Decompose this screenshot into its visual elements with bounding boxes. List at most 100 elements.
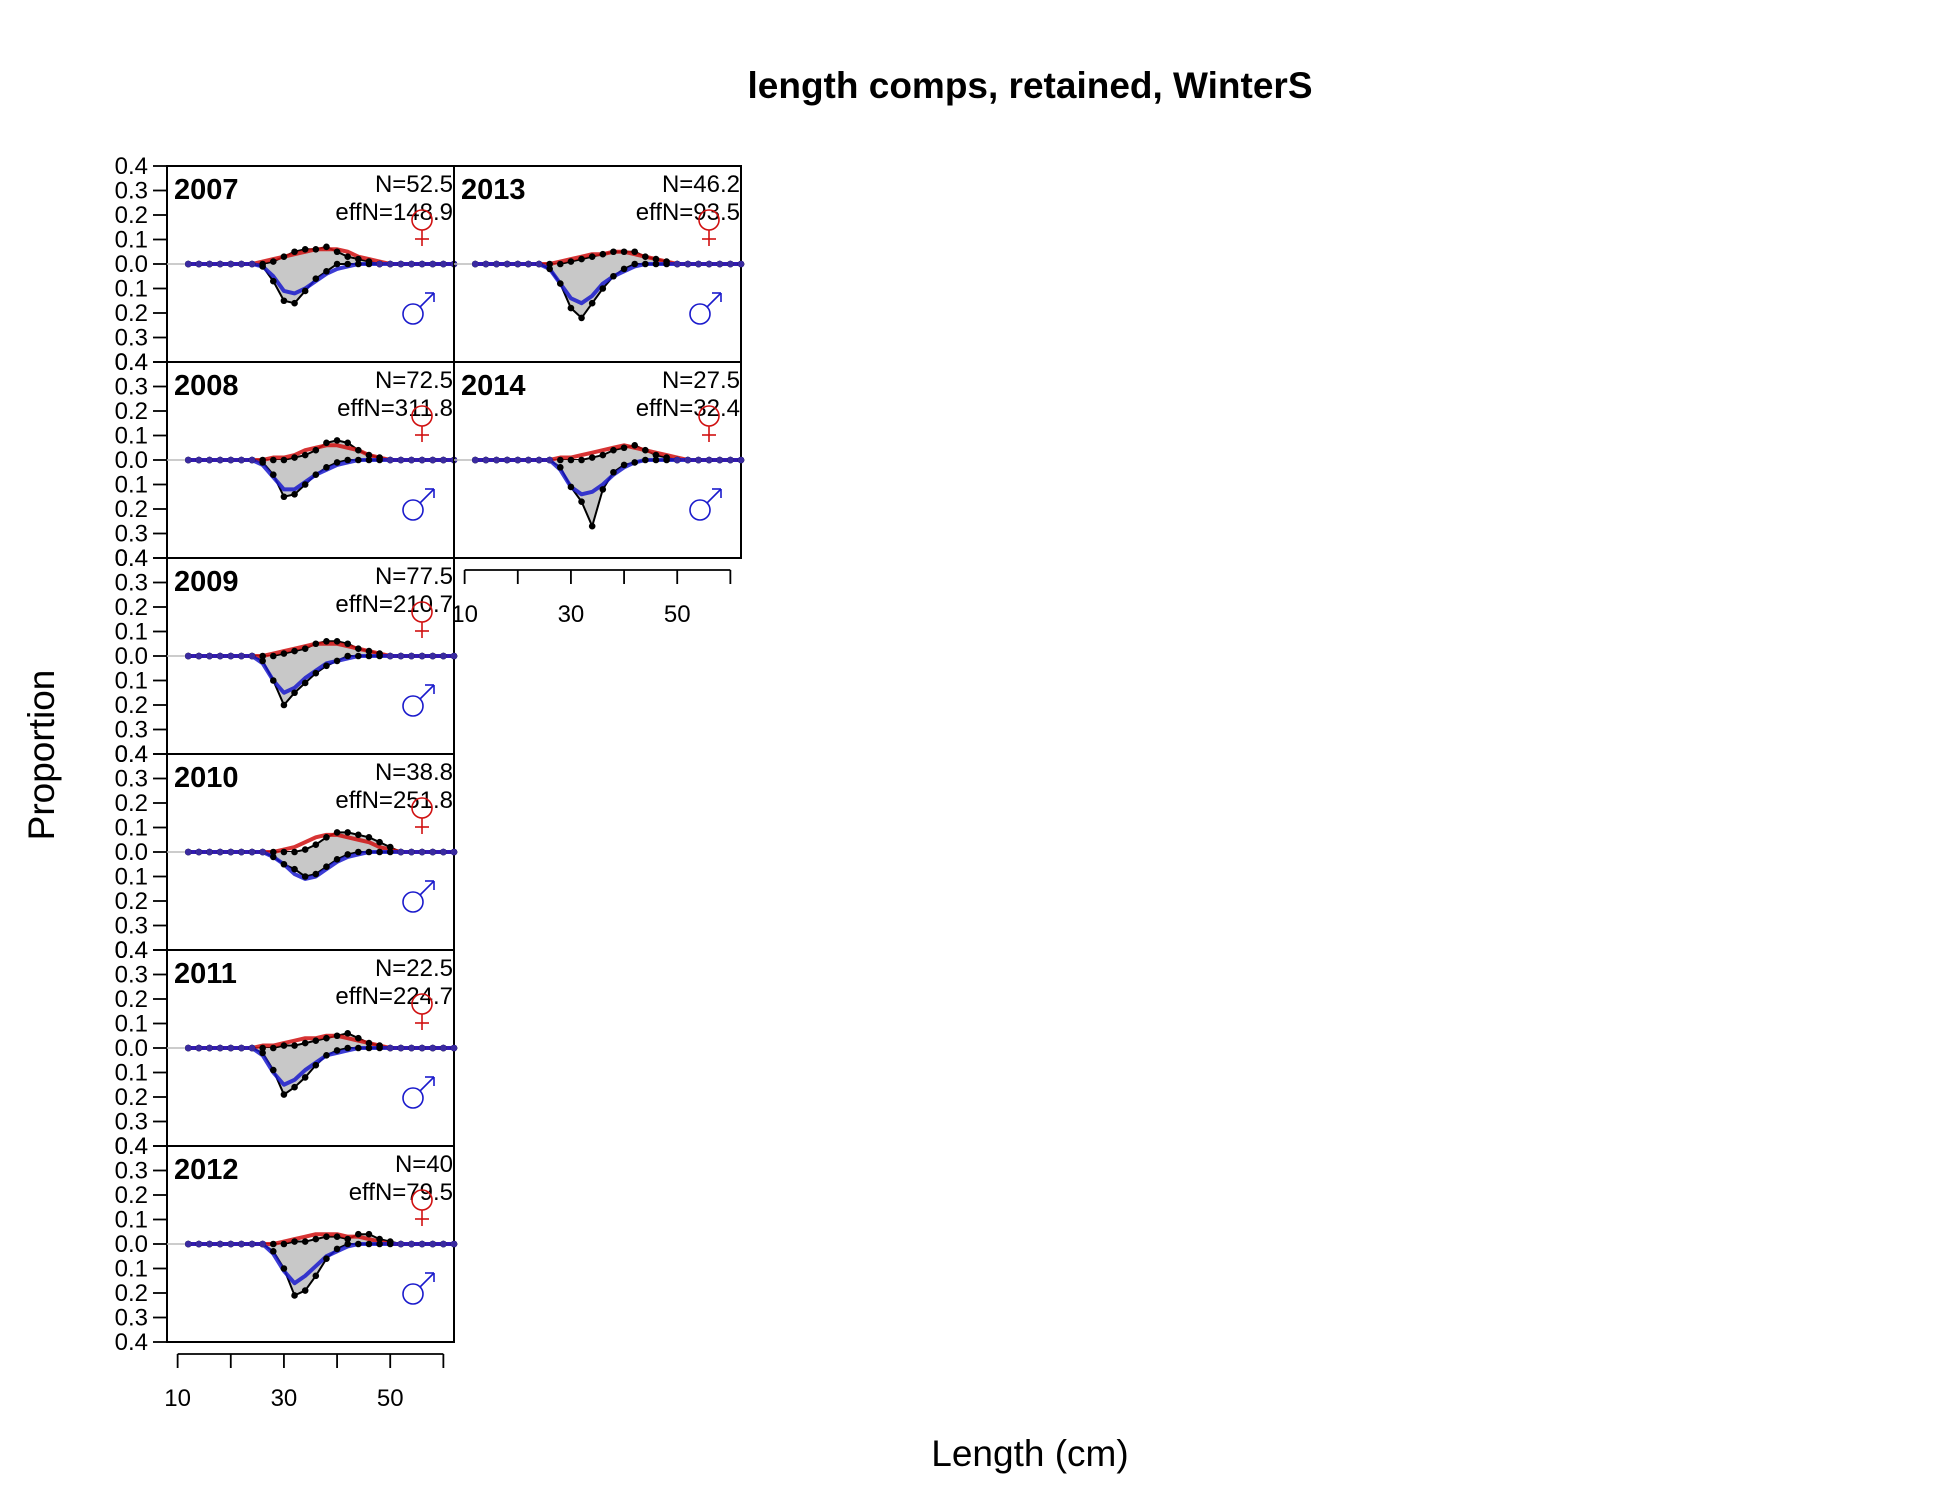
female_obs-point bbox=[269, 1240, 277, 1248]
panel-year-label: 2010 bbox=[174, 762, 239, 794]
female_obs-point bbox=[291, 454, 298, 461]
y-tick-label: 0.1 bbox=[115, 227, 148, 254]
zero-point bbox=[727, 260, 734, 268]
female_obs-point bbox=[355, 1230, 362, 1238]
male_obs-point bbox=[376, 1240, 383, 1248]
zero-point bbox=[440, 456, 447, 464]
female_obs-area bbox=[188, 246, 454, 264]
female_obs-point bbox=[269, 258, 277, 265]
y-tick-label: 0.1 bbox=[115, 815, 148, 842]
y-tick-label: 0.4 bbox=[115, 545, 148, 572]
zero-point bbox=[195, 1044, 203, 1052]
male-symbol-icon bbox=[402, 1283, 424, 1305]
female_obs-point bbox=[333, 437, 341, 444]
zero-point bbox=[514, 456, 522, 464]
male_obs-point bbox=[355, 1240, 362, 1248]
y-tick-label: 0.0 bbox=[115, 1231, 148, 1258]
female_obs-point bbox=[588, 253, 596, 260]
panel-year-label: 2007 bbox=[174, 174, 239, 206]
panel-effn-label: effN=148.9 bbox=[335, 199, 453, 226]
y-tick-label: 0.3 bbox=[115, 962, 148, 989]
zero-point bbox=[386, 1044, 394, 1052]
female_obs-point bbox=[269, 652, 277, 660]
zero-point bbox=[408, 652, 415, 660]
female_obs-point bbox=[631, 442, 639, 449]
zero-point bbox=[440, 848, 447, 856]
y-tick-label: 0.4 bbox=[115, 741, 148, 768]
female_obs-point bbox=[546, 260, 553, 268]
panel-effn-label: effN=93.5 bbox=[636, 199, 740, 226]
zero-point bbox=[206, 1044, 213, 1052]
panel-n-label: N=40 bbox=[395, 1151, 453, 1178]
zero-point bbox=[386, 260, 394, 268]
y-tick-label: 0.1 bbox=[115, 864, 148, 891]
zero-point bbox=[227, 1044, 235, 1052]
zero-point bbox=[673, 456, 681, 464]
male-symbol-icon bbox=[419, 1076, 435, 1092]
female_obs-point bbox=[333, 829, 341, 836]
female_obs-point bbox=[269, 456, 277, 464]
zero-point bbox=[705, 456, 713, 464]
female_obs-point bbox=[333, 1233, 341, 1240]
female_obs-point bbox=[620, 444, 628, 452]
female_obs-point bbox=[365, 451, 373, 459]
male_obs-point bbox=[269, 1066, 277, 1074]
female_obs-point bbox=[301, 645, 309, 652]
zero-point bbox=[206, 456, 213, 464]
female_obs-point bbox=[578, 255, 585, 263]
y-tick-label: 0.2 bbox=[115, 1280, 148, 1307]
male_obs-area bbox=[188, 1244, 454, 1296]
zero-point bbox=[429, 1044, 437, 1052]
zero-point bbox=[195, 652, 203, 660]
male_obs-point bbox=[333, 1245, 341, 1253]
x-tick-label: 30 bbox=[558, 601, 585, 628]
female_obs-point bbox=[588, 454, 596, 461]
male_obs-point bbox=[663, 260, 670, 268]
female_obs-point bbox=[280, 848, 288, 856]
y-tick-label: 0.1 bbox=[115, 619, 148, 646]
male_obs-area bbox=[188, 460, 454, 497]
y-tick-label: 0.2 bbox=[115, 496, 148, 523]
female_obs-point bbox=[269, 848, 277, 856]
male_obs-point bbox=[567, 304, 575, 312]
male_obs-point bbox=[365, 260, 373, 268]
zero-point bbox=[227, 260, 235, 268]
zero-point bbox=[429, 1240, 437, 1248]
female_obs-point bbox=[344, 1030, 352, 1037]
zero-point bbox=[376, 260, 383, 268]
zero-point bbox=[503, 260, 511, 268]
female_obs-point bbox=[344, 640, 352, 648]
y-tick-label: 0.3 bbox=[115, 570, 148, 597]
zero-point bbox=[248, 652, 256, 660]
male_obs-point bbox=[269, 471, 277, 479]
x-tick-label: 50 bbox=[664, 601, 691, 628]
zero-point bbox=[184, 1240, 192, 1248]
male_obs-point bbox=[365, 848, 373, 856]
male_obs-point bbox=[333, 1047, 341, 1054]
female_obs-point bbox=[333, 248, 341, 256]
zero-point bbox=[514, 260, 522, 268]
female_obs-point bbox=[642, 253, 649, 260]
female_obs-point bbox=[323, 638, 330, 645]
zero-point bbox=[737, 260, 745, 268]
male_obs-point bbox=[323, 464, 330, 471]
male_obs-point bbox=[333, 657, 341, 665]
zero-point bbox=[418, 260, 426, 268]
y-tick-label: 0.4 bbox=[115, 937, 148, 964]
y-axis-title: Proportion bbox=[21, 670, 62, 841]
zero-point bbox=[429, 260, 437, 268]
male_obs-point bbox=[663, 456, 670, 464]
zero-point bbox=[418, 456, 426, 464]
female_obs-point bbox=[301, 1039, 309, 1047]
panel-effn-label: effN=311.8 bbox=[337, 395, 453, 422]
female_obs-area bbox=[475, 251, 741, 264]
male_obs-point bbox=[578, 314, 585, 322]
male_obs-point bbox=[610, 272, 617, 280]
zero-point bbox=[440, 652, 447, 660]
zero-point bbox=[238, 1240, 245, 1248]
male_obs-point bbox=[259, 657, 266, 665]
y-tick-label: 0.4 bbox=[115, 1133, 148, 1160]
female_obs-point bbox=[365, 647, 373, 655]
